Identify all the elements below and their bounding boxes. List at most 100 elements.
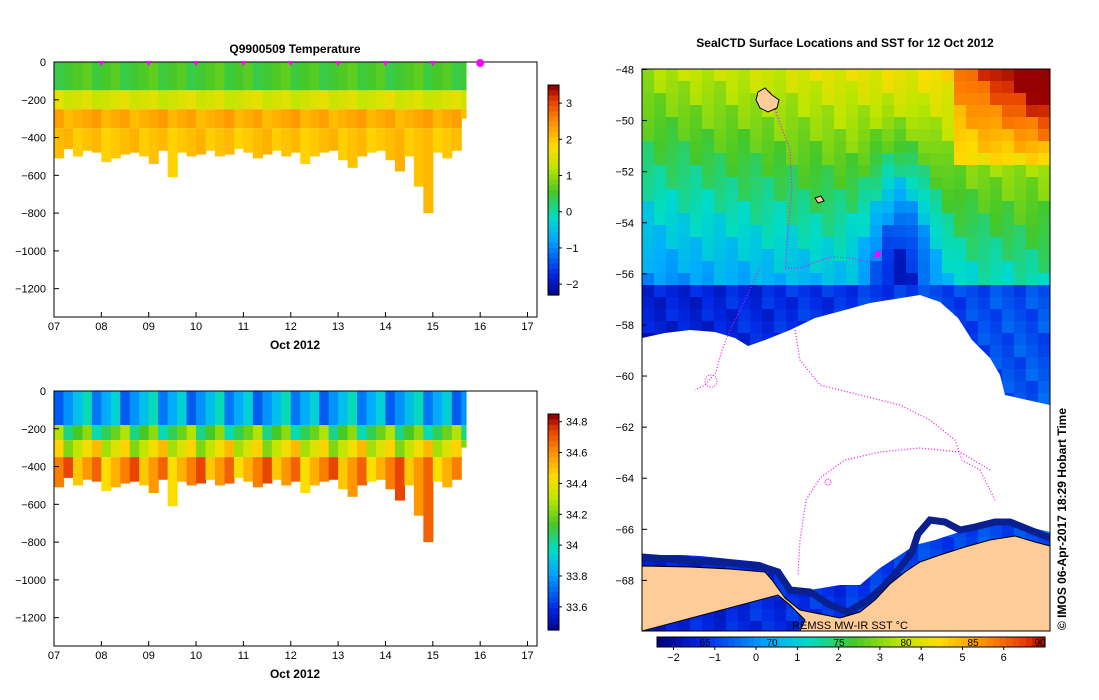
heatmap-cell [366, 457, 377, 482]
sst-cell [990, 141, 1003, 154]
sst-cell [714, 81, 727, 94]
sst-cell [678, 81, 691, 94]
sst-cell [810, 249, 823, 262]
heatmap-cell [120, 425, 131, 441]
sst-cell [966, 177, 979, 190]
sst-cell [966, 213, 979, 226]
sst-cell [726, 105, 739, 118]
heatmap-cell [158, 457, 169, 480]
sst-field [642, 69, 1050, 631]
sst-cell [1026, 297, 1039, 310]
colorbar-tick-label: −1 [566, 243, 579, 255]
sst-cell [906, 201, 919, 214]
heatmap-cell [139, 90, 150, 110]
heatmap-cell [319, 440, 330, 458]
sst-cell [810, 129, 823, 142]
sst-cell [690, 81, 703, 94]
sst-cell [726, 285, 739, 298]
sst-cell [738, 609, 751, 622]
sst-cell [954, 93, 967, 106]
heatmap-cell [404, 128, 415, 157]
heatmap-cell [366, 128, 377, 153]
y-tick-label: −1200 [15, 613, 46, 625]
colorbar-segment [548, 106, 559, 112]
sst-cell [798, 153, 811, 166]
sst-cell [1002, 357, 1015, 370]
heatmap-cell [196, 440, 207, 458]
colorbar-segment [986, 637, 994, 647]
sst-cell [810, 141, 823, 154]
sst-cell [906, 141, 919, 154]
colorbar-frame [656, 636, 1046, 648]
no-data-region [642, 295, 1050, 590]
sst-cell [1026, 369, 1039, 382]
lat-tick-label: −50 [615, 116, 634, 128]
sst-cell [882, 129, 895, 142]
heatmap-cell [328, 109, 339, 129]
sst-cell [654, 321, 667, 334]
sst-cell [822, 249, 835, 262]
sst-cell [702, 69, 715, 82]
sst-cell [762, 237, 775, 250]
sst-cell [822, 261, 835, 274]
sst-cell [870, 213, 883, 226]
heatmap-cell [233, 425, 245, 441]
sst-cell [798, 129, 811, 142]
colorbar-tick-label: −2 [566, 279, 579, 291]
sst-cell [894, 201, 907, 214]
heatmap-cell [205, 128, 216, 151]
heatmap-cell [139, 457, 150, 486]
colorbar-segment [548, 484, 559, 491]
x-tick-label: 08 [95, 650, 107, 662]
colorbar-segment [863, 637, 871, 647]
sst-cell [954, 129, 967, 142]
sst-cell [714, 105, 727, 118]
sst-cell [750, 165, 763, 178]
x-tick-label: 12 [285, 650, 297, 662]
heatmap-cell [63, 440, 74, 458]
x-tick-label: 16 [474, 321, 486, 333]
heatmap-cell [110, 440, 121, 458]
sst-cell [858, 249, 871, 262]
sst-cell [894, 237, 907, 250]
sst-cell [726, 141, 739, 154]
sst-cell [810, 81, 823, 94]
heatmap-cell [442, 109, 453, 129]
sst-cell [930, 237, 943, 250]
sst-cell [990, 273, 1003, 286]
sst-cell [774, 189, 787, 202]
heatmap-cell [252, 440, 263, 458]
sst-cell [810, 153, 823, 166]
heatmap-cell [451, 457, 462, 480]
sst-cell [1014, 213, 1027, 226]
sst-cell [846, 273, 859, 286]
sst-cell [774, 141, 787, 154]
colorbar-segment [548, 153, 559, 160]
sst-cell [990, 189, 1003, 202]
heatmap-cell [319, 457, 330, 482]
sst-cell [894, 93, 907, 106]
sst-cell [834, 201, 847, 214]
sst-cell [690, 285, 703, 298]
sst-cell [654, 81, 667, 94]
colorbar-segment [548, 111, 559, 118]
heatmap-cell [319, 391, 330, 425]
sst-cell [906, 69, 919, 82]
sst-cell [654, 117, 667, 130]
heatmap-cell [300, 109, 311, 129]
ice-edge [642, 516, 1050, 616]
sst-cell [786, 609, 799, 622]
colorbar-segment [747, 637, 755, 647]
heatmap-cell [82, 457, 93, 480]
sst-cell [954, 165, 967, 178]
heatmap-cell [394, 109, 406, 129]
colorbar-segment [548, 451, 559, 458]
sst-cell [942, 225, 955, 238]
colorbar-segment [548, 419, 559, 426]
sst-cell [654, 177, 667, 190]
sst-cell [666, 153, 679, 166]
heatmap-cell [224, 128, 235, 155]
sst-cell [942, 189, 955, 202]
colorbar-segment [773, 637, 781, 647]
colorbar-segment [948, 637, 956, 647]
